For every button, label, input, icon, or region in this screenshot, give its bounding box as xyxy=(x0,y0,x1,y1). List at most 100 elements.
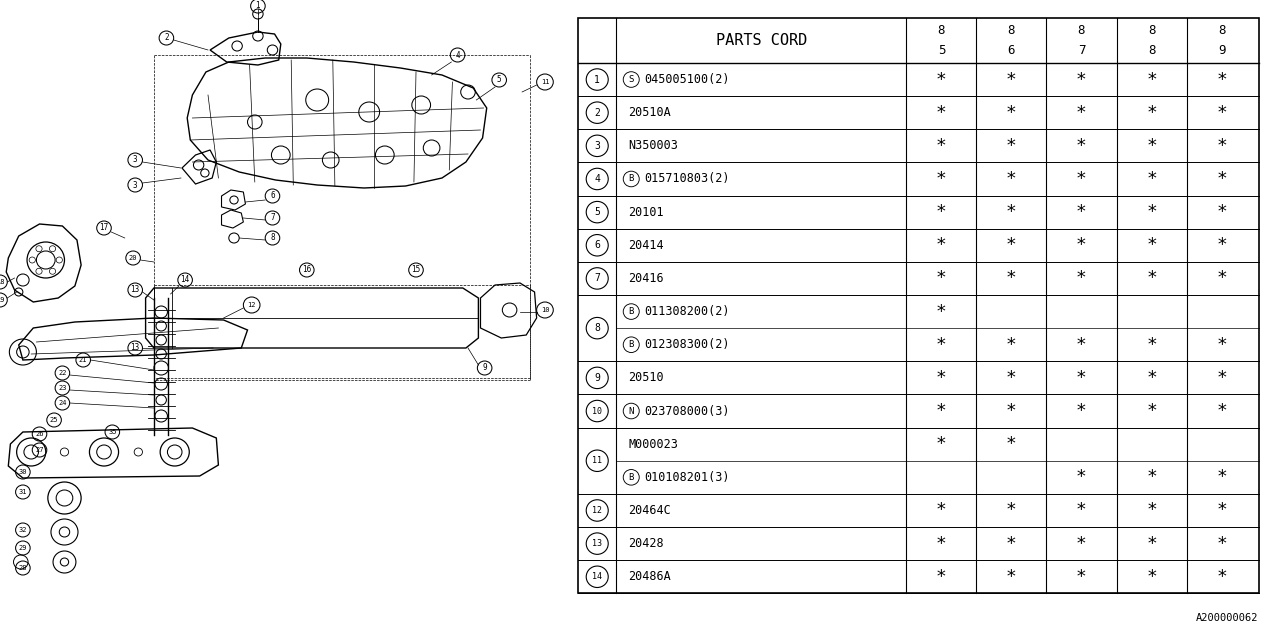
Text: *: * xyxy=(1006,336,1016,354)
Text: *: * xyxy=(1076,468,1087,486)
Text: *: * xyxy=(1216,568,1228,586)
Text: B: B xyxy=(628,473,634,482)
Text: *: * xyxy=(1076,402,1087,420)
Text: *: * xyxy=(1006,402,1016,420)
Text: *: * xyxy=(936,568,947,586)
Text: 20101: 20101 xyxy=(628,205,664,219)
Text: 31: 31 xyxy=(19,489,27,495)
Text: 3: 3 xyxy=(133,156,137,164)
Text: 29: 29 xyxy=(19,545,27,551)
Text: *: * xyxy=(936,137,947,155)
Text: 011308200(2): 011308200(2) xyxy=(644,305,730,318)
Text: *: * xyxy=(1216,170,1228,188)
Text: 8: 8 xyxy=(1217,24,1225,37)
Text: 12: 12 xyxy=(593,506,602,515)
Text: 023708000(3): 023708000(3) xyxy=(644,404,730,417)
Text: *: * xyxy=(936,336,947,354)
Text: *: * xyxy=(1146,104,1157,122)
Text: B: B xyxy=(628,307,634,316)
Text: *: * xyxy=(936,369,947,387)
Text: 8: 8 xyxy=(938,24,945,37)
Text: 22: 22 xyxy=(58,370,67,376)
Text: *: * xyxy=(1076,104,1087,122)
Text: 20: 20 xyxy=(129,255,137,261)
Text: *: * xyxy=(1146,170,1157,188)
Text: *: * xyxy=(1216,203,1228,221)
Text: 20428: 20428 xyxy=(628,537,664,550)
Text: 12: 12 xyxy=(247,302,256,308)
Text: *: * xyxy=(936,402,947,420)
Text: *: * xyxy=(936,303,947,321)
Text: *: * xyxy=(1146,70,1157,88)
Text: *: * xyxy=(1146,402,1157,420)
Text: 4: 4 xyxy=(456,51,460,60)
Text: 015710803(2): 015710803(2) xyxy=(644,172,730,186)
Text: *: * xyxy=(1216,534,1228,552)
Text: 9: 9 xyxy=(483,364,486,372)
Text: *: * xyxy=(936,236,947,254)
Text: 5: 5 xyxy=(938,44,945,57)
Text: *: * xyxy=(1006,236,1016,254)
Text: *: * xyxy=(1006,568,1016,586)
Text: 17: 17 xyxy=(100,223,109,232)
Text: 5: 5 xyxy=(594,207,600,217)
Text: 3: 3 xyxy=(594,141,600,151)
Text: *: * xyxy=(1146,369,1157,387)
Text: *: * xyxy=(1006,203,1016,221)
Text: 8: 8 xyxy=(1148,44,1156,57)
Text: *: * xyxy=(1146,502,1157,520)
Text: *: * xyxy=(936,170,947,188)
Text: *: * xyxy=(1006,534,1016,552)
Text: 21: 21 xyxy=(79,357,87,363)
Text: 7: 7 xyxy=(594,273,600,284)
Text: *: * xyxy=(1006,269,1016,287)
Text: 19: 19 xyxy=(0,297,4,303)
Text: 9: 9 xyxy=(1217,44,1225,57)
Text: 14: 14 xyxy=(593,572,602,581)
Text: 8: 8 xyxy=(594,323,600,333)
Text: M000023: M000023 xyxy=(628,438,678,451)
Text: *: * xyxy=(936,534,947,552)
Text: *: * xyxy=(1076,568,1087,586)
Text: 23: 23 xyxy=(58,385,67,391)
Text: 15: 15 xyxy=(411,266,421,275)
Text: 13: 13 xyxy=(593,539,602,548)
Text: *: * xyxy=(936,203,947,221)
Text: 20416: 20416 xyxy=(628,272,664,285)
Text: 1: 1 xyxy=(256,1,260,10)
Text: 2: 2 xyxy=(594,108,600,118)
Text: 6: 6 xyxy=(1007,44,1015,57)
Text: 012308300(2): 012308300(2) xyxy=(644,338,730,351)
Text: 27: 27 xyxy=(36,447,44,453)
Text: *: * xyxy=(1216,269,1228,287)
Text: 045005100(2): 045005100(2) xyxy=(644,73,730,86)
Text: *: * xyxy=(1076,70,1087,88)
Text: *: * xyxy=(1006,502,1016,520)
Text: *: * xyxy=(1146,137,1157,155)
Text: 26: 26 xyxy=(36,431,44,437)
Text: *: * xyxy=(1076,269,1087,287)
Text: 7: 7 xyxy=(270,214,275,223)
Text: 6: 6 xyxy=(270,191,275,200)
Text: B: B xyxy=(628,340,634,349)
Text: *: * xyxy=(1146,468,1157,486)
Text: *: * xyxy=(936,435,947,453)
Text: *: * xyxy=(1216,369,1228,387)
Text: 11: 11 xyxy=(593,456,602,465)
Text: 20464C: 20464C xyxy=(628,504,671,517)
Text: *: * xyxy=(1076,336,1087,354)
Text: 25: 25 xyxy=(50,417,59,423)
Text: *: * xyxy=(1006,137,1016,155)
Text: *: * xyxy=(1146,269,1157,287)
Text: *: * xyxy=(1146,534,1157,552)
Text: *: * xyxy=(1216,236,1228,254)
Text: 14: 14 xyxy=(180,275,189,285)
Text: 2: 2 xyxy=(164,33,169,42)
Text: 10: 10 xyxy=(593,406,602,415)
Text: *: * xyxy=(1006,104,1016,122)
Text: *: * xyxy=(1216,104,1228,122)
Text: *: * xyxy=(936,104,947,122)
Text: *: * xyxy=(1076,502,1087,520)
Text: 28: 28 xyxy=(19,565,27,571)
Text: 13: 13 xyxy=(131,285,140,294)
